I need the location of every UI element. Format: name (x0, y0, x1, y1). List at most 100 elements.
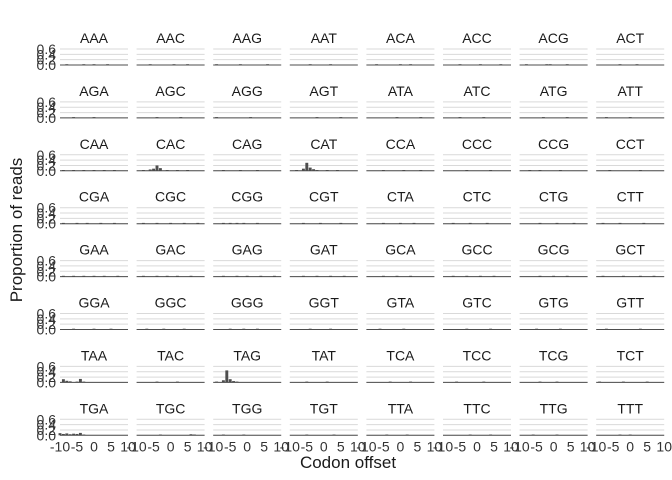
bar-ACT-0 (618, 64, 622, 65)
bar-GAA-0 (61, 275, 65, 277)
bar-ACG-3 (565, 64, 569, 65)
bar-CAC-4 (158, 168, 162, 171)
facet-panel-TTA: TTA (366, 400, 435, 436)
facet-panel-ACG: ACG (519, 30, 588, 66)
bar-CAG-2 (255, 170, 259, 171)
facet-label-CTC: CTC (463, 189, 492, 205)
bar-TCT-1 (621, 381, 625, 383)
facet-panel-CGG: CGG (213, 189, 282, 225)
bar-GGA-1 (92, 328, 96, 330)
facet-panel-TAA: TAA (60, 347, 128, 383)
facet-panel-TGG: TGG (213, 400, 282, 436)
x-tick-label-c3-2: 0 (320, 438, 328, 454)
facet-panel-CCC: CCC (443, 136, 511, 172)
facet-panel-GTA: GTA (366, 295, 435, 330)
bar-TCG-0 (538, 381, 542, 383)
bar-TCA-0 (388, 381, 392, 383)
bar-CCC-1 (489, 170, 493, 171)
bar-GCA-1 (395, 275, 399, 277)
bar-GAC-4 (189, 275, 193, 277)
y-tick-label-r7-2: 0.4 (37, 417, 57, 433)
facet-label-CAG: CAG (232, 136, 262, 152)
bar-CAC-7 (186, 170, 190, 171)
facet-panel-TCA: TCA (366, 347, 435, 383)
facet-panel-ATA: ATA (366, 83, 435, 119)
bar-CCG-1 (538, 170, 542, 171)
bar-GGG-2 (255, 328, 259, 330)
x-tick-label-c2-2: 0 (243, 438, 251, 454)
facet-panel-TTG: TTG (519, 400, 588, 436)
facet-label-GTT: GTT (616, 295, 644, 311)
facet-label-TCA: TCA (386, 347, 415, 363)
facet-panel-TCT: TCT (596, 347, 665, 383)
facet-label-GAG: GAG (232, 242, 263, 258)
x-tick-label-c5-1: -5 (454, 438, 467, 454)
bar-TCG-1 (555, 381, 559, 383)
x-tick-label-c0-3: 5 (107, 438, 115, 454)
facet-panel-CGT: CGT (289, 189, 358, 225)
facet-panel-CCA: CCA (366, 136, 435, 172)
facet-label-GTG: GTG (538, 295, 568, 311)
bar-ATA-0 (395, 117, 399, 118)
y-tick-label-r6-2: 0.4 (37, 364, 57, 380)
facet-panel-GGA: GGA (60, 295, 128, 330)
facet-label-TTA: TTA (388, 400, 414, 416)
facet-label-TAG: TAG (233, 347, 261, 363)
bar-GAA-1 (72, 275, 76, 277)
bar-ATC-1 (482, 117, 486, 118)
bar-CTG-2 (572, 222, 576, 224)
bar-GAA-4 (102, 275, 106, 277)
facet-label-CAT: CAT (310, 136, 337, 152)
facet-panel-CTG: CTG (519, 189, 588, 225)
facet-panel-CAC: CAC (136, 136, 205, 172)
facet-panel-GAG: GAG (213, 242, 282, 278)
x-tick-label-c6-1: -5 (530, 438, 543, 454)
bar-ACG-0 (524, 64, 528, 65)
bar-GCA-2 (409, 275, 413, 277)
bar-TAG-5 (235, 381, 239, 383)
bar-GGG-0 (228, 328, 232, 330)
x-tick-label-c0-2: 0 (90, 438, 98, 454)
bar-ACA-2 (409, 64, 413, 65)
bar-TAC-0 (155, 381, 159, 383)
bar-CAC-3 (155, 165, 159, 171)
facet-label-GTA: GTA (387, 295, 415, 311)
facet-label-TCT: TCT (617, 347, 645, 363)
facet-label-ACT: ACT (616, 30, 644, 46)
facet-panel-GCA: GCA (366, 242, 435, 278)
facet-label-GGT: GGT (309, 295, 340, 311)
facet-label-GCA: GCA (385, 242, 416, 258)
bar-GCC-0 (451, 275, 455, 277)
facet-label-TGT: TGT (310, 400, 338, 416)
facet-panel-ATT: ATT (596, 83, 665, 119)
y-tick-label-r2-0: 0.0 (37, 163, 57, 179)
bar-CCC-0 (465, 170, 469, 171)
y-tick-label-r0-2: 0.4 (37, 46, 57, 62)
facet-label-TTC: TTC (463, 400, 490, 416)
x-tick-label-c1-1: -5 (147, 438, 160, 454)
bar-GCT-3 (652, 275, 656, 277)
facet-panel-GGG: GGG (213, 295, 282, 330)
bar-AGC-0 (155, 117, 159, 118)
bar-TTA-1 (405, 434, 409, 436)
bar-TTC-1 (489, 434, 493, 436)
bar-TGT-1 (332, 434, 336, 436)
bar-ACG-2 (548, 64, 552, 65)
y-tick-label-r2-3: 0.6 (37, 147, 57, 163)
bar-CGC-4 (196, 222, 200, 224)
y-tick-label-r0-3: 0.6 (37, 41, 57, 57)
facet-label-ACC: ACC (462, 30, 492, 46)
bar-TAT-0 (305, 381, 309, 383)
bar-CAT-3 (308, 167, 312, 171)
facet-panel-CCG: CCG (519, 136, 588, 172)
bar-CGA-0 (61, 222, 65, 224)
facet-panel-CGC: CGC (136, 189, 205, 225)
facet-panel-AGC: AGC (136, 83, 205, 119)
bar-CAA-0 (61, 170, 65, 171)
facet-panel-GTT: GTT (596, 295, 665, 330)
bar-CAT-1 (301, 168, 305, 171)
facet-label-CGC: CGC (155, 189, 186, 205)
x-tick-label-c1-4: 10 (197, 438, 213, 454)
facet-label-CGA: CGA (79, 189, 110, 205)
